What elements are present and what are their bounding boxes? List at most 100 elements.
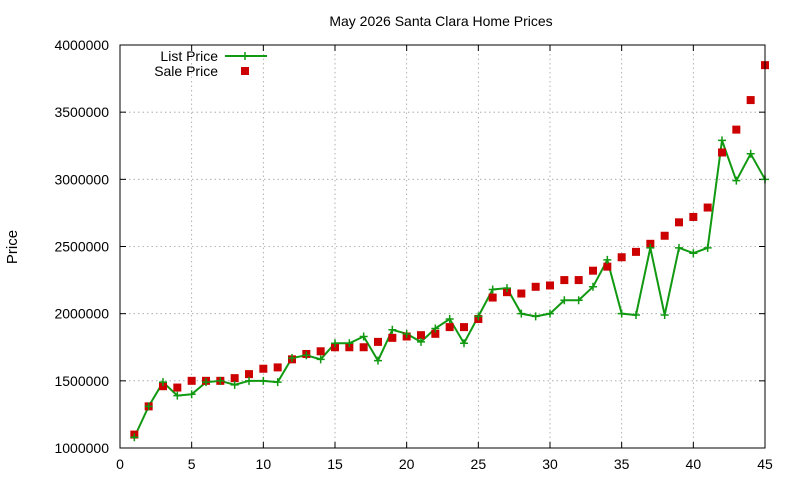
- list-price-point: [345, 339, 354, 348]
- list-price-point: [402, 329, 411, 338]
- list-price-point: [488, 285, 497, 294]
- list-price-point: [331, 339, 339, 348]
- y-tick-label: 1000000: [54, 440, 109, 456]
- y-axis-label: Price: [4, 230, 21, 264]
- list-price-point: [374, 356, 382, 365]
- sale-price-point: [374, 337, 382, 346]
- sale-price-point: [732, 125, 741, 134]
- list-price-point: [718, 136, 726, 145]
- sale-price-point: [388, 333, 397, 342]
- list-price-point: [417, 337, 425, 346]
- list-price-point: [187, 390, 196, 399]
- sale-price-point: [617, 253, 626, 262]
- sale-price-point: [488, 293, 497, 302]
- sale-price-point: [560, 276, 569, 285]
- chart-title: May 2026 Santa Clara Home Prices: [329, 13, 552, 29]
- sale-price-point: [417, 331, 425, 340]
- sale-price-point: [230, 374, 239, 383]
- grid: [120, 45, 765, 448]
- x-tick-label: 0: [116, 456, 124, 472]
- sale-price-point: [345, 343, 354, 352]
- x-tick-label: 45: [757, 456, 773, 472]
- x-tick-label: 30: [542, 456, 558, 472]
- list-price-point: [531, 312, 540, 321]
- sale-price-point: [273, 363, 282, 372]
- list-price-point: [216, 376, 225, 385]
- list-price-point: [660, 311, 669, 320]
- sale-price-point: [660, 231, 669, 240]
- list-price-point: [646, 243, 655, 252]
- list-price-point: [746, 149, 755, 158]
- sale-price-point: [646, 239, 655, 248]
- y-tick-label: 1500000: [54, 373, 109, 389]
- y-tick-label: 2000000: [54, 306, 109, 322]
- list-price-point: [144, 402, 153, 411]
- sale-price-point: [159, 382, 167, 391]
- sale-price-point: [445, 323, 454, 332]
- sale-price-point: [359, 343, 368, 352]
- list-price-point: [431, 324, 440, 333]
- list-price-point: [560, 296, 569, 305]
- list-price-point: [288, 353, 296, 362]
- sale-price-point: [718, 148, 726, 157]
- sale-price-point: [603, 262, 612, 271]
- list-price-point: [603, 255, 612, 264]
- sale-price-point: [259, 364, 268, 373]
- list-price-point: [273, 378, 282, 387]
- list-price-point: [359, 332, 368, 341]
- list-price-point: [703, 243, 712, 252]
- y-tick-label: 3500000: [54, 104, 109, 120]
- list-price-point: [130, 433, 139, 442]
- sale-price-point: [746, 96, 755, 105]
- x-tick-label: 5: [188, 456, 196, 472]
- list-price-point: [732, 176, 741, 185]
- list-price-point: [546, 309, 554, 318]
- list-price-point: [259, 376, 268, 385]
- list-price-point: [589, 282, 597, 291]
- sale-price-point: [187, 376, 196, 385]
- sale-price-point: [546, 281, 554, 290]
- sale-price-point: [316, 347, 325, 356]
- list-price-point: [517, 309, 526, 318]
- legend-label-sale-price: Sale Price: [154, 63, 218, 79]
- list-price-point: [574, 296, 583, 305]
- plot-frame: [119, 44, 766, 449]
- y-tick-label: 3000000: [54, 171, 109, 187]
- sale-price-point: [589, 266, 597, 275]
- sale-price-point: [245, 370, 253, 379]
- sale-price-point: [703, 203, 712, 212]
- series-line-list-price: [133, 140, 766, 438]
- sale-price-point: [689, 212, 698, 221]
- sale-price-point: [331, 343, 339, 352]
- list-price-point: [173, 391, 182, 400]
- list-price-point: [245, 376, 253, 385]
- series-layer: [130, 61, 769, 442]
- list-price-point: [159, 378, 167, 387]
- legend-marker-list-price: [241, 52, 249, 60]
- legend-label-list-price: List Price: [160, 48, 218, 64]
- y-tick-label: 4000000: [54, 37, 109, 53]
- axis-ticks: 0 5 10 15 20 25 30 35 40 45 1000000 1500000 2000000 2…: [54, 37, 773, 472]
- list-price-point: [632, 311, 640, 320]
- list-price-point: [503, 284, 511, 293]
- list-price-point: [675, 243, 683, 252]
- sale-price-point: [574, 276, 583, 285]
- list-price-point: [689, 249, 698, 258]
- sale-price-point: [517, 289, 526, 298]
- sale-price-point: [531, 282, 540, 291]
- list-price-point: [230, 380, 239, 389]
- list-price-point: [316, 355, 325, 364]
- list-price-point: [474, 312, 483, 321]
- x-tick-label: 15: [327, 456, 343, 472]
- x-tick-label: 35: [614, 456, 630, 472]
- list-price-point: [388, 325, 397, 334]
- x-tick-label: 25: [471, 456, 487, 472]
- sale-price-point: [431, 329, 440, 338]
- sale-price-point: [675, 218, 683, 227]
- list-price-point: [617, 309, 626, 318]
- x-tick-label: 10: [256, 456, 272, 472]
- sale-price-point: [460, 323, 468, 332]
- x-tick-label: 20: [399, 456, 415, 472]
- list-price-point: [445, 315, 454, 324]
- list-price-point: [302, 351, 311, 360]
